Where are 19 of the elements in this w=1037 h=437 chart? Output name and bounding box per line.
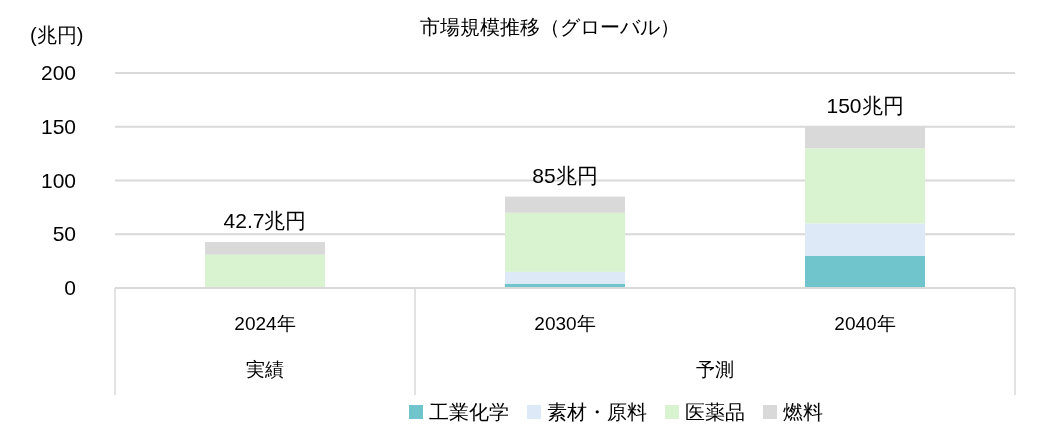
legend: 医薬品 — [685, 401, 745, 423]
ytick: 200 — [40, 61, 76, 84]
total: 150兆円 — [826, 93, 904, 117]
annotation: 実績 — [246, 359, 284, 380]
annotation: 予測 — [696, 359, 734, 380]
xtick: 2040年 — [834, 313, 896, 334]
legend: 燃料 — [783, 401, 823, 423]
total: 85兆円 — [532, 163, 598, 187]
legend: 工業化学 — [429, 401, 509, 423]
legend: 素材・原料 — [547, 401, 647, 423]
total: 42.7兆円 — [223, 209, 307, 233]
ylabel: (兆円) — [30, 24, 84, 46]
ytick: 50 — [52, 222, 76, 246]
ytick: 100 — [40, 168, 76, 192]
xtick: 2030年 — [534, 313, 596, 334]
title: 市場規模推移（グローバル） — [420, 16, 680, 38]
ytick: 0 — [64, 276, 76, 299]
ytick: 150 — [40, 114, 76, 138]
xtick: 2024年 — [234, 313, 296, 334]
